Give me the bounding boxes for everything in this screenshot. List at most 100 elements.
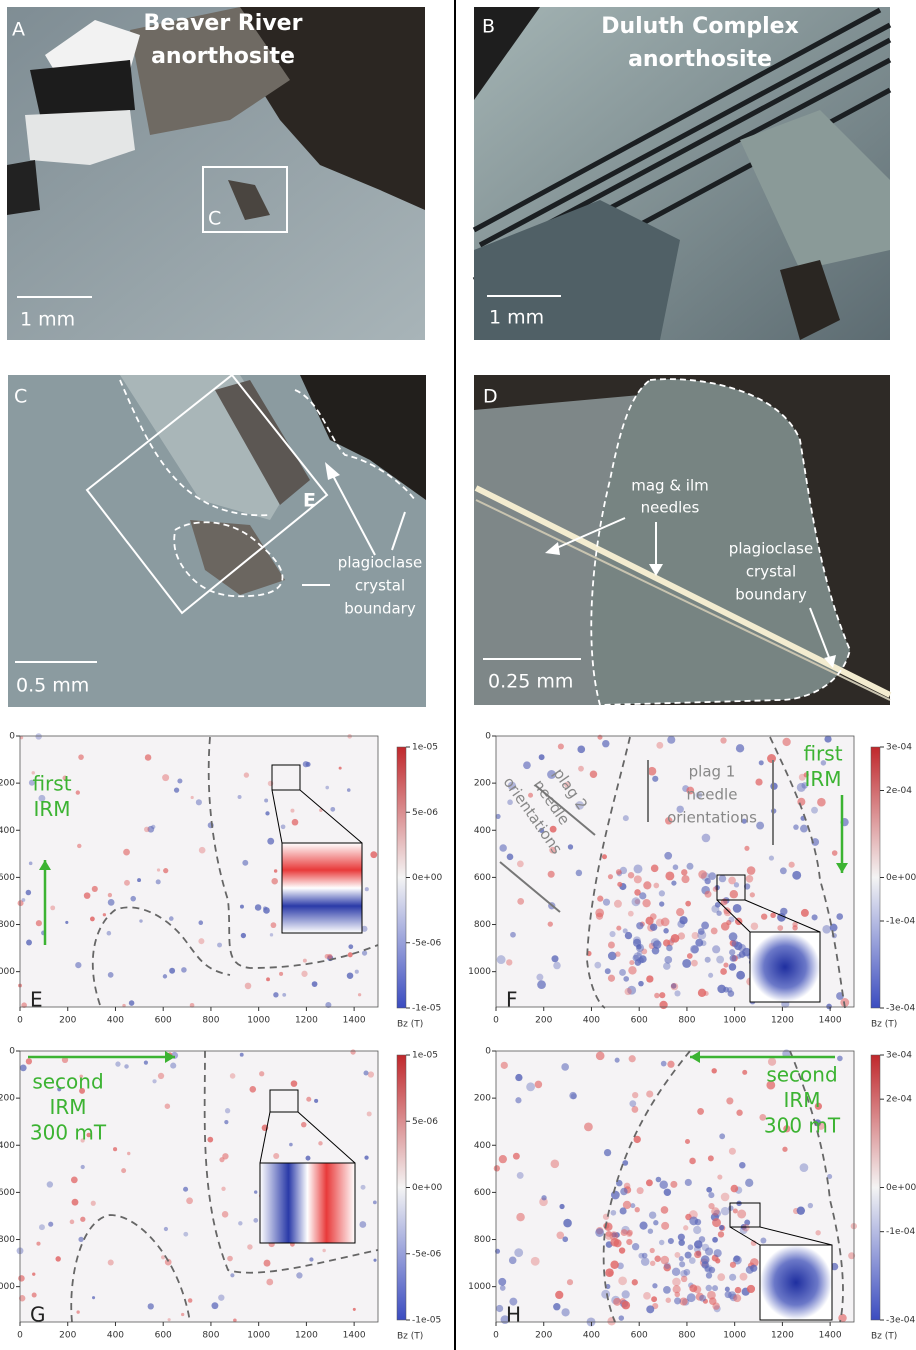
speckle (628, 1055, 636, 1063)
speckle (817, 797, 826, 807)
speckle (183, 1186, 189, 1192)
speckle (731, 940, 739, 948)
panel-label: G (30, 1303, 46, 1327)
speckle (541, 1195, 547, 1201)
speckle (611, 1190, 620, 1200)
speckle (637, 957, 644, 964)
speckle (807, 1202, 814, 1209)
speckle (758, 760, 764, 766)
speckle (750, 1258, 759, 1267)
crystal-boundary (590, 378, 851, 706)
speckle (198, 938, 205, 945)
speckle (672, 1277, 681, 1287)
note-text: needle (687, 786, 738, 804)
speckle (498, 1155, 507, 1164)
speckle (677, 920, 685, 928)
speckle (553, 961, 561, 970)
speckle (496, 955, 506, 965)
zoom-line (297, 1111, 356, 1164)
speckle (239, 1052, 244, 1057)
speckle (243, 772, 250, 778)
speckle (649, 1260, 656, 1267)
speckle (38, 1224, 45, 1231)
speckle (728, 916, 735, 923)
speckle (549, 846, 557, 854)
speckle (605, 1268, 614, 1277)
speckle (674, 1251, 681, 1258)
colorbar-tick-label: -1e-05 (412, 1316, 441, 1326)
speckle (664, 851, 673, 860)
speckle (749, 892, 755, 898)
speckle (712, 1236, 718, 1243)
speckle (244, 982, 252, 990)
y-tick-label: 600 (474, 1188, 491, 1198)
speckle (719, 1133, 726, 1140)
speckle (622, 815, 629, 822)
speckle (359, 1221, 367, 1228)
speckle (309, 1257, 314, 1262)
speckle (817, 1122, 825, 1130)
speckle (348, 944, 354, 950)
speckle (318, 1141, 323, 1146)
speckle (249, 1085, 257, 1093)
speckle (603, 1148, 612, 1157)
speckle (830, 1262, 839, 1271)
speckle (793, 824, 799, 830)
zoom-box (85, 373, 329, 615)
note: plag 1 needle orientations (667, 763, 757, 827)
speckle (224, 1120, 229, 1125)
speckle (19, 735, 24, 740)
speckle (195, 799, 202, 806)
speckle (549, 825, 557, 833)
speckle (736, 970, 746, 980)
speckle (32, 1272, 36, 1276)
speckle (687, 1244, 694, 1251)
arrow (391, 511, 406, 551)
speckle (728, 1147, 736, 1155)
crystal-boundary (70, 1214, 191, 1323)
speckle (601, 1289, 611, 1299)
y-tick-label: 600 (474, 873, 491, 883)
speckle (181, 967, 187, 973)
speckle (652, 775, 659, 782)
arrowhead (649, 564, 663, 576)
speckle (500, 1061, 508, 1069)
speckle (31, 1292, 37, 1298)
speckle (530, 1256, 540, 1266)
speckle (720, 1206, 730, 1216)
speckle (18, 1275, 25, 1282)
speckle (589, 770, 598, 778)
speckle (613, 899, 622, 908)
speckle (631, 897, 641, 907)
speckle (634, 898, 641, 905)
zoom-line (299, 789, 363, 844)
panel-label: F (506, 988, 518, 1012)
speckle (704, 1247, 714, 1256)
speckle (717, 1273, 726, 1281)
speckle (31, 771, 35, 775)
speckle (616, 925, 622, 931)
speckle (619, 1298, 626, 1305)
speckle (583, 1122, 593, 1132)
speckle (610, 1260, 619, 1270)
inset (281, 842, 363, 934)
speckle (796, 1206, 806, 1215)
speckle (311, 981, 318, 987)
speckle (759, 1113, 767, 1121)
speckle (720, 737, 727, 744)
speckle (745, 875, 754, 883)
speckle (710, 927, 718, 935)
speckle (672, 1285, 681, 1294)
speckle (729, 1261, 737, 1268)
speckle (729, 949, 736, 956)
speckle (743, 883, 751, 890)
speckle (597, 734, 603, 740)
orientation-arrow (534, 784, 596, 836)
speckle (661, 1221, 670, 1230)
speckle (646, 975, 654, 983)
panel-d: D mag & ilm needles plagioclase crystal … (474, 375, 892, 706)
speckle (694, 1240, 703, 1249)
speckle (660, 917, 670, 927)
speckle (663, 962, 671, 970)
speckle (706, 1186, 713, 1193)
